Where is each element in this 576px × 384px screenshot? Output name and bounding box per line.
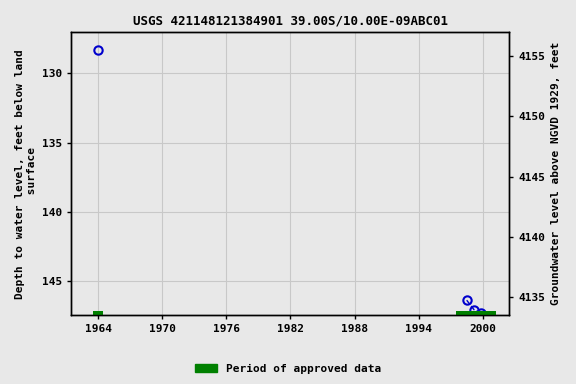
Legend: Period of approved data: Period of approved data: [191, 359, 385, 379]
Y-axis label: Depth to water level, feet below land
 surface: Depth to water level, feet below land su…: [15, 49, 37, 298]
Title: USGS 421148121384901 39.00S/10.00E-09ABC01: USGS 421148121384901 39.00S/10.00E-09ABC…: [133, 15, 448, 28]
Bar: [93, 311, 104, 319]
Y-axis label: Groundwater level above NGVD 1929, feet: Groundwater level above NGVD 1929, feet: [551, 42, 561, 305]
Bar: [456, 311, 495, 319]
